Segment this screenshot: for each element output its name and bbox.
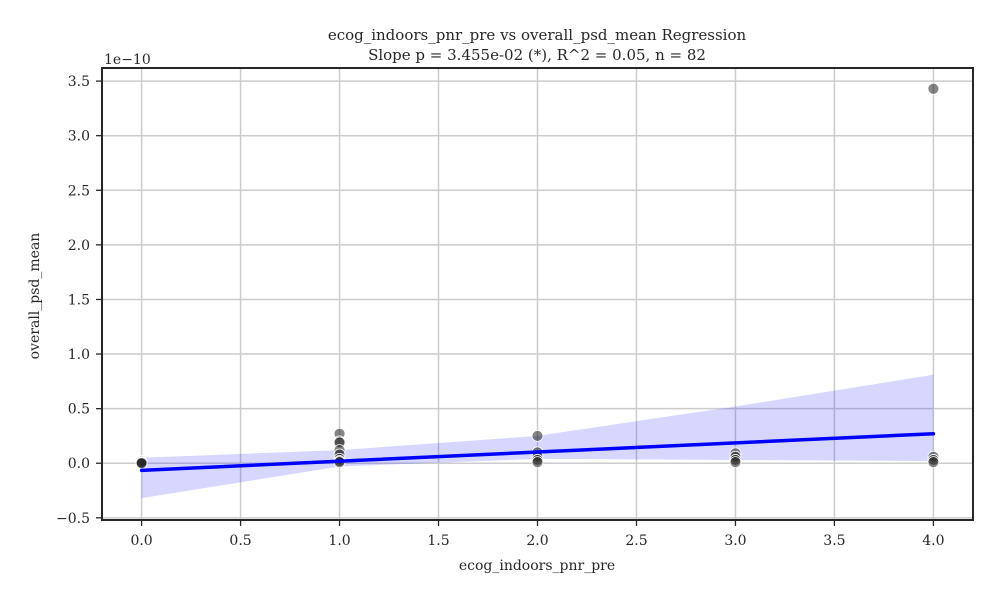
y-tick-label: 1.5 [68, 292, 90, 308]
regression-line-group [139, 431, 936, 473]
data-point [531, 430, 544, 442]
x-axis-ticks: 0.0 0.5 1.0 1.5 2.0 2.5 3.0 3.5 4.0 [130, 520, 945, 549]
x-tick-label: 3.5 [823, 533, 845, 549]
x-tick-label: 2.0 [526, 533, 548, 549]
data-point [531, 456, 544, 469]
y-tick-label: 1.0 [68, 347, 90, 363]
scatter-points [135, 82, 940, 470]
y-axis-ticks: −0.5 0.0 0.5 1.0 1.5 2.0 2.5 3.0 3.5 [56, 74, 102, 527]
y-tick-label: 3.5 [68, 74, 90, 90]
x-tick-label: 0.0 [130, 533, 152, 549]
y-tick-label: 3.0 [68, 129, 90, 145]
x-tick-label: 2.5 [625, 533, 647, 549]
x-tick-label: 3.0 [724, 533, 746, 549]
x-tick-label: 1.0 [328, 533, 350, 549]
regression-line [139, 431, 936, 473]
data-point [135, 457, 148, 470]
y-tick-label: 2.0 [68, 238, 90, 254]
data-point [927, 82, 940, 95]
chart-title: ecog_indoors_pnr_pre vs overall_psd_mean… [328, 26, 747, 44]
x-tick-label: 0.5 [229, 533, 251, 549]
y-tick-label: 0.0 [68, 456, 90, 472]
data-point [927, 456, 940, 469]
y-axis-offset-label: 1e−10 [104, 52, 151, 68]
y-tick-label: −0.5 [56, 511, 90, 527]
y-axis-label: overall_psd_mean [27, 233, 43, 360]
chart-subtitle: Slope p = 3.455e-02 (*), R^2 = 0.05, n =… [368, 46, 706, 64]
x-tick-label: 1.5 [427, 533, 449, 549]
data-point [729, 456, 742, 469]
x-tick-label: 4.0 [922, 533, 944, 549]
x-axis-label: ecog_indoors_pnr_pre [459, 558, 615, 574]
y-tick-label: 2.5 [68, 183, 90, 199]
y-tick-label: 0.5 [68, 402, 90, 418]
